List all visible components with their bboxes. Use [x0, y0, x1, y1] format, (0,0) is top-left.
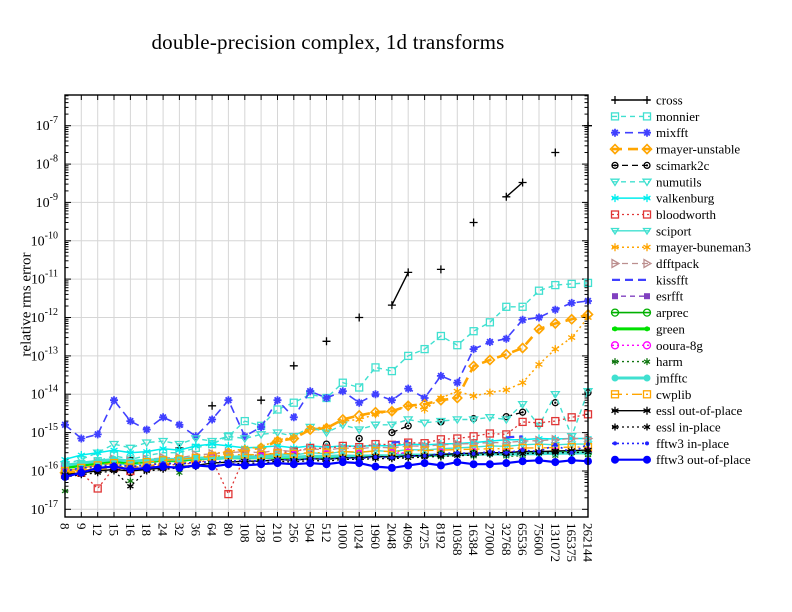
y-tick-label: 10-13	[31, 345, 58, 364]
x-tick-label: 131072	[548, 523, 563, 562]
x-tick-label: 4725	[417, 523, 432, 549]
x-tick-label: 27000	[482, 523, 497, 556]
x-tick-label: 128	[254, 523, 269, 543]
x-tick-label: 16	[123, 523, 138, 537]
legend-item-cwplib: cwplib	[610, 387, 691, 402]
x-tick-label: 262144	[581, 523, 596, 563]
legend-item-rmayer-buneman3: rmayer-buneman3	[611, 240, 751, 255]
x-tick-label: 1000	[335, 523, 350, 549]
legend-item-essl-out-of-place: essl out-of-place	[611, 403, 743, 418]
x-tick-labels: 8 9 12 15 16 18 24 32 36 64 80 108 128 210 256 504 512 10…	[58, 523, 596, 563]
legend-item-numutils: numutils	[609, 174, 702, 189]
x-tick-label: 8192	[433, 523, 448, 549]
x-tick-label: 256	[286, 523, 301, 543]
x-tick-label: 65536	[515, 523, 530, 556]
x-tick-label: 10368	[450, 523, 465, 556]
chart-title: double-precision complex, 1d transforms	[151, 30, 505, 54]
legend-label: fftw3 out-of-place	[656, 452, 751, 467]
y-tick-label: 10-15	[31, 422, 58, 441]
legend-item-esrfft: esrfft	[612, 289, 684, 304]
x-tick-label: 9	[74, 523, 89, 530]
x-tick-label: 36	[188, 523, 203, 537]
legend-item-cross: cross	[611, 93, 683, 108]
legend-label: bloodworth	[656, 207, 716, 222]
x-tick-label: 2048	[384, 523, 399, 549]
legend-label: essl in-place	[656, 420, 721, 435]
legend-label: jmfftc	[655, 371, 688, 386]
legend-item-arprec: arprec	[610, 305, 689, 320]
legend-label: valkenburg	[656, 191, 715, 206]
legend-label: kissfft	[656, 272, 689, 287]
legend-label: mixfft	[656, 125, 689, 140]
legend-label: cwplib	[656, 387, 691, 402]
legend-label: monnier	[656, 109, 700, 124]
legend-label: fftw3 in-place	[656, 436, 729, 451]
x-tick-label: 165375	[564, 523, 579, 562]
legend-item-fftw3-in-place: fftw3 in-place	[612, 436, 729, 451]
series-fftw3-out-of-place	[61, 456, 592, 481]
x-tick-label: 512	[319, 523, 334, 543]
legend-item-sciport: sciport	[610, 223, 692, 238]
x-tick-label: 8	[58, 523, 73, 530]
legend-label: sciport	[656, 223, 692, 238]
legend-item-monnier: monnier	[610, 109, 700, 124]
y-tick-label: 10-9	[36, 192, 58, 211]
legend-item-valkenburg: valkenburg	[611, 191, 715, 206]
plot-border	[64, 94, 589, 518]
x-tick-label: 108	[237, 523, 252, 543]
x-tick-label: 16384	[466, 523, 481, 556]
y-tick-label: 10-7	[36, 115, 58, 134]
legend-item-jmfftc: jmfftc	[611, 371, 688, 386]
legend-item-bloodworth: bloodworth	[610, 207, 716, 222]
x-tick-label: 32	[172, 523, 187, 536]
legend-item-fftw3-out-of-place: fftw3 out-of-place	[611, 452, 751, 467]
x-tick-label: 504	[303, 523, 318, 543]
legend-item-scimark2c: scimark2c	[611, 158, 710, 173]
x-tick-label: 1024	[352, 523, 367, 550]
legend-item-essl-in-place: essl in-place	[611, 420, 721, 435]
legend-item-rmayer-unstable: rmayer-unstable	[609, 142, 740, 157]
y-tick-label: 10-10	[31, 230, 58, 249]
legend-item-mixfft: mixfft	[611, 125, 689, 140]
legend-item-green: green	[612, 321, 685, 336]
x-tick-label: 64	[205, 523, 220, 537]
x-tick-label: 15	[107, 523, 122, 536]
y-tick-label: 10-17	[31, 499, 58, 518]
y-tick-label: 10-14	[31, 384, 58, 403]
legend-label: cross	[656, 93, 683, 108]
x-tick-label: 24	[156, 523, 171, 537]
x-tick-label: 1960	[368, 523, 383, 549]
y-tick-label: 10-12	[31, 307, 58, 326]
x-tick-label: 80	[221, 523, 236, 536]
x-tick-label: 12	[90, 523, 105, 536]
legend-item-harm: harm	[611, 354, 683, 369]
legend-label: essl out-of-place	[656, 403, 743, 418]
y-gridlines	[65, 125, 588, 510]
legend-label: rmayer-unstable	[656, 142, 740, 157]
legend-label: dfftpack	[656, 256, 700, 271]
legend-item-ooura-8g: ooura-8g	[610, 338, 703, 353]
x-tick-label: 32768	[499, 523, 514, 556]
y-tick-label: 10-16	[31, 461, 58, 480]
legend-label: esrfft	[656, 289, 684, 304]
x-tick-label: 210	[270, 523, 285, 543]
x-tick-label: 4096	[401, 523, 416, 550]
y-tick-labels: 10-7 10-8 10-9 10-10 10-11 10-12 10-13 10-14 10-…	[31, 115, 58, 518]
legend-label: arprec	[656, 305, 689, 320]
legend-label: green	[656, 321, 685, 336]
legend-label: harm	[656, 354, 683, 369]
y-tick-label: 10-8	[36, 154, 58, 173]
legend-label: scimark2c	[656, 158, 710, 173]
legend-label: numutils	[656, 174, 702, 189]
legend-label: rmayer-buneman3	[656, 240, 751, 255]
y-tick-label: 10-11	[31, 269, 58, 288]
legend-item-kissfft: kissfft	[612, 272, 689, 287]
x-tick-label: 75600	[532, 523, 547, 556]
legend-item-dfftpack: dfftpack	[611, 256, 700, 271]
legend-label: ooura-8g	[656, 338, 703, 353]
x-tick-label: 18	[139, 523, 154, 536]
